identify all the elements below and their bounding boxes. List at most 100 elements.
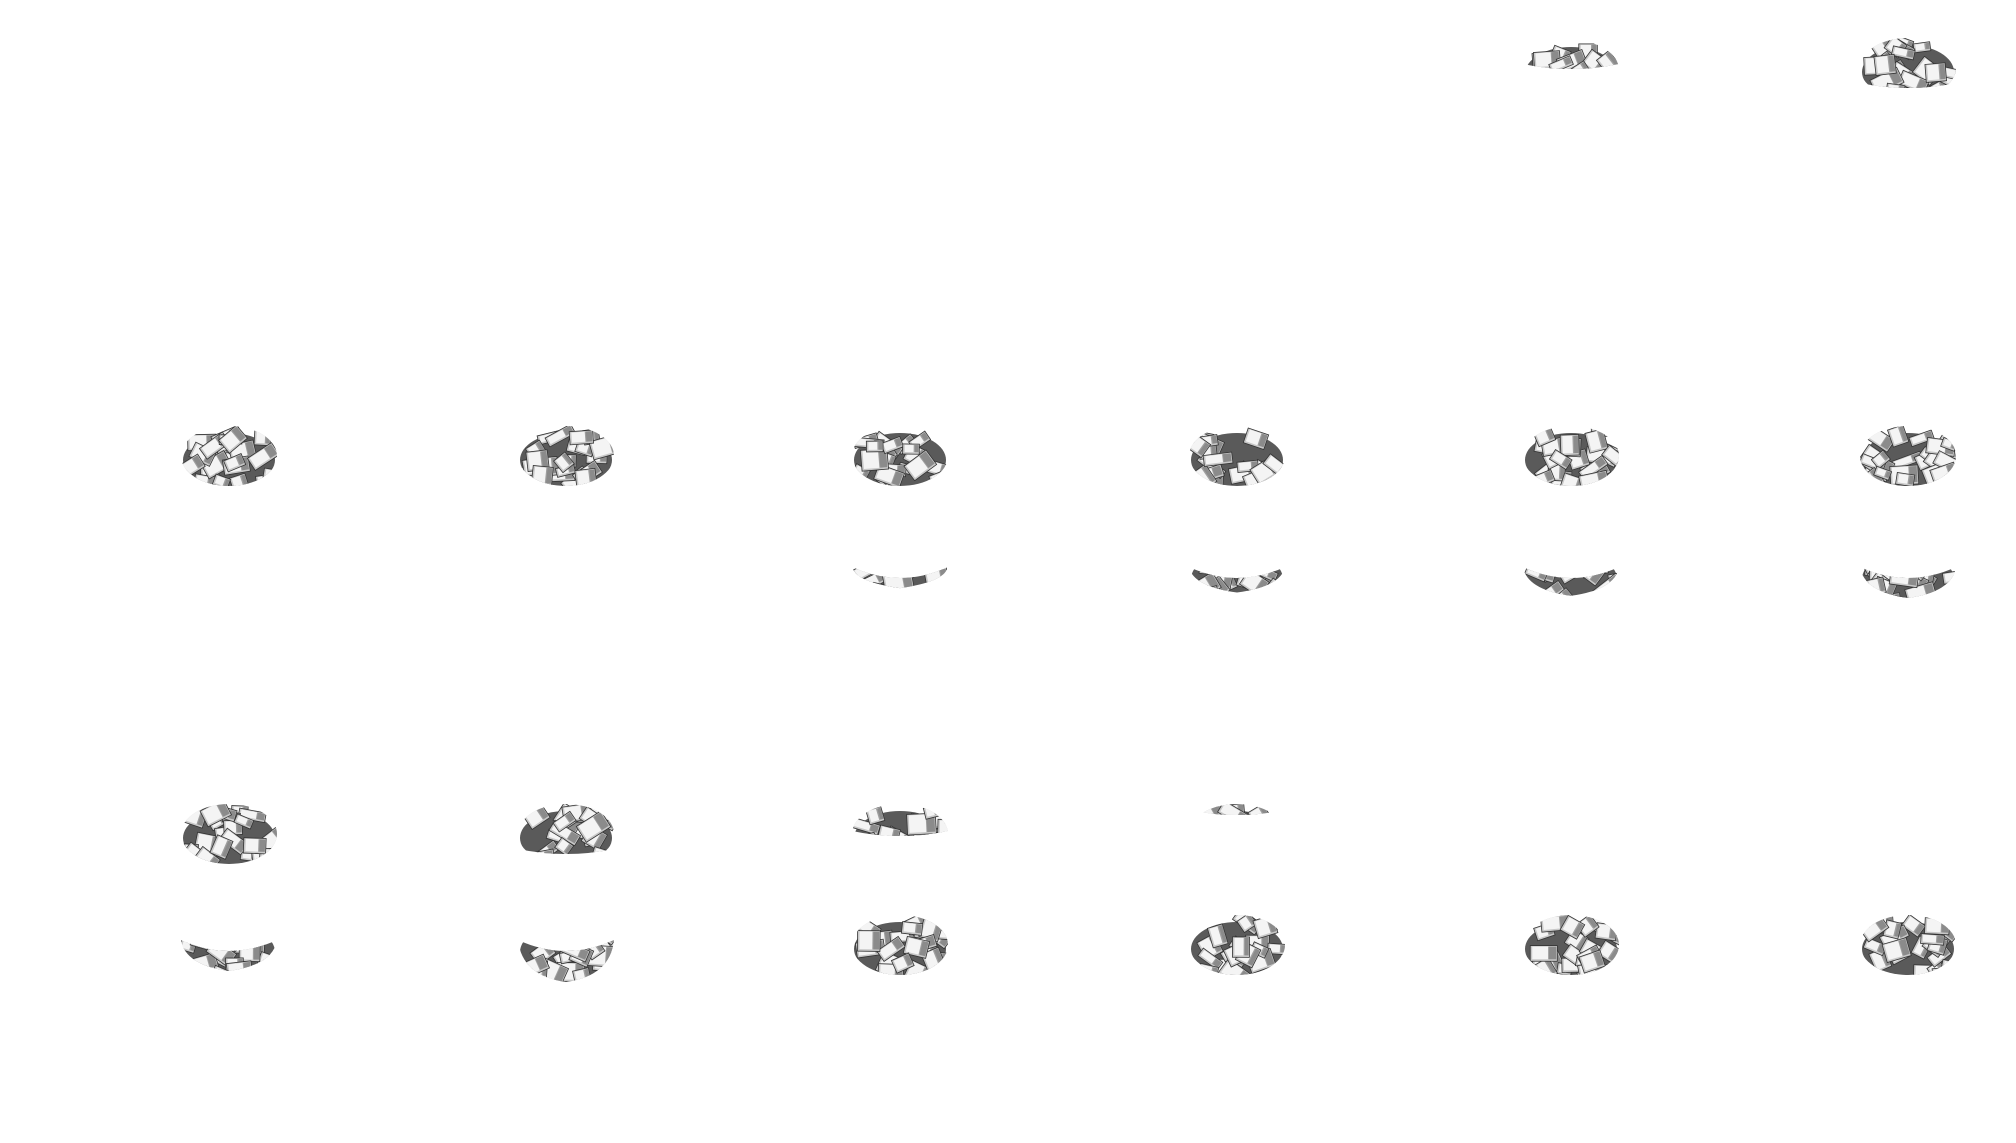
block	[1600, 584, 1619, 596]
block	[1873, 53, 1897, 76]
block-cluster	[852, 430, 948, 486]
block	[553, 451, 575, 474]
block	[546, 940, 577, 946]
block-cluster	[1862, 38, 1956, 88]
block	[1272, 816, 1294, 839]
block	[1890, 45, 1916, 61]
block	[856, 930, 881, 952]
block	[871, 587, 899, 589]
block	[1208, 567, 1231, 570]
block	[1198, 567, 1228, 577]
block	[889, 838, 922, 869]
block	[1595, 71, 1618, 84]
block	[1925, 593, 1952, 598]
block	[1227, 567, 1259, 570]
block	[902, 443, 920, 455]
block	[1920, 933, 1945, 946]
block	[1244, 844, 1273, 865]
block	[880, 435, 905, 455]
block	[1589, 75, 1622, 100]
block	[220, 940, 249, 953]
block	[1212, 547, 1240, 561]
block-cluster	[181, 426, 277, 486]
block-cluster	[1525, 43, 1622, 100]
block	[1202, 451, 1234, 467]
block	[1873, 465, 1893, 481]
block	[193, 915, 218, 937]
block	[1544, 76, 1572, 98]
block	[1230, 818, 1253, 833]
block-cluster	[1190, 804, 1294, 865]
block	[1882, 919, 1903, 940]
block	[865, 806, 886, 826]
block	[192, 917, 220, 933]
block	[890, 952, 915, 974]
block	[1247, 804, 1270, 815]
block	[1884, 82, 1906, 88]
block-cluster	[181, 915, 277, 971]
block	[552, 810, 577, 833]
block	[923, 567, 948, 588]
block	[1198, 813, 1219, 815]
block	[1227, 567, 1255, 572]
block	[861, 834, 879, 836]
block	[1924, 917, 1951, 936]
block	[246, 442, 277, 471]
block	[218, 426, 248, 454]
block	[1535, 68, 1555, 69]
block	[853, 831, 881, 836]
block	[204, 917, 223, 939]
block	[565, 940, 597, 943]
block	[1881, 937, 1912, 963]
block	[871, 567, 902, 576]
block-cluster	[1860, 426, 1956, 486]
block	[893, 567, 915, 575]
block	[1542, 567, 1566, 574]
block	[1580, 71, 1603, 94]
block	[1208, 595, 1227, 613]
block	[1217, 957, 1253, 975]
block	[572, 967, 592, 982]
block	[1900, 915, 1927, 938]
block	[1190, 813, 1213, 815]
block	[556, 940, 577, 944]
block	[1256, 594, 1274, 609]
block	[876, 935, 906, 963]
block	[889, 585, 920, 589]
block	[902, 935, 931, 959]
block-cluster	[1860, 915, 1956, 975]
block	[1597, 594, 1617, 596]
block-cluster	[1525, 426, 1619, 486]
block	[1231, 936, 1250, 958]
block	[233, 813, 255, 830]
block	[1217, 813, 1248, 815]
block	[225, 960, 253, 971]
block	[882, 833, 917, 836]
block	[859, 447, 890, 472]
block	[866, 590, 889, 602]
block-cluster	[1189, 547, 1285, 613]
block	[1201, 837, 1228, 861]
block	[912, 581, 942, 589]
block	[852, 845, 876, 861]
block	[1571, 60, 1592, 69]
block	[1558, 76, 1575, 89]
block-cluster	[518, 915, 614, 982]
block	[1584, 428, 1609, 454]
block	[525, 915, 548, 937]
block	[1217, 804, 1250, 815]
block	[1535, 567, 1565, 572]
block	[881, 569, 915, 589]
block	[231, 915, 252, 933]
block	[879, 833, 913, 836]
block	[882, 849, 906, 873]
block	[1211, 597, 1230, 611]
block	[1259, 824, 1277, 842]
block	[199, 804, 233, 828]
block	[1526, 567, 1562, 572]
block	[574, 467, 598, 486]
block-cluster	[1191, 915, 1285, 975]
block	[1238, 568, 1270, 593]
block	[1258, 843, 1273, 858]
